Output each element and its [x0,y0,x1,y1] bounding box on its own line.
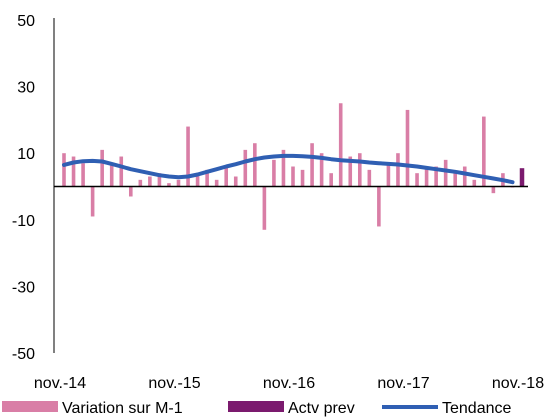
bar [224,166,229,187]
bar [472,179,477,187]
x-tick-label: nov.-15 [148,375,200,392]
bar [233,176,238,187]
bar [253,143,257,187]
bar [281,149,286,187]
bar [405,109,410,187]
bar [357,153,362,187]
legend-swatch [2,401,58,412]
x-tick-label: nov.-14 [34,375,86,392]
bar [310,143,314,187]
legend-item: Actv prev [228,400,355,417]
bar [138,179,143,187]
axes-layer [53,18,528,353]
legend-label: Tendance [442,400,511,417]
trend-line [62,153,515,185]
y-tick-label: -10 [12,213,35,230]
bar [300,169,305,187]
bar [415,173,419,187]
bar [319,153,324,187]
bar [462,166,467,187]
bar [62,153,66,187]
bar [119,156,124,187]
bar [128,186,133,197]
bar [167,183,171,187]
bar [367,169,372,187]
bar [348,156,353,187]
bar [186,126,190,187]
legend: Variation sur M-1 Actv prev Tendance [2,400,511,417]
bar [157,173,162,187]
bar [482,116,486,187]
bar [424,166,429,187]
y-tick-label: -50 [12,346,35,363]
x-tick-label: nov.-17 [377,375,429,392]
bar [329,173,333,187]
y-tick-label: 10 [17,146,35,163]
trend-layer [62,153,515,185]
legend-label: Variation sur M-1 [62,400,183,417]
bar [272,159,276,187]
bar [262,186,267,230]
bar [71,156,76,187]
bar [453,173,458,187]
legend-swatch [228,401,284,412]
bar [205,169,209,187]
y-tick-label: 50 [17,13,35,30]
bar [176,179,181,187]
y-tick-label: 30 [17,80,35,97]
bar [90,186,95,217]
bar [443,159,448,187]
x-tick-labels: nov.-14 nov.-15 nov.-16 nov.-17 nov.-18 [34,375,544,392]
bar [338,103,343,187]
bar [396,153,400,187]
bar [148,176,152,187]
legend-item: Variation sur M-1 [2,400,183,417]
bar [100,149,104,187]
bars-layer [62,103,525,230]
legend-item: Tendance [382,400,511,417]
bar [377,186,381,227]
x-tick-label: nov.-18 [492,375,544,392]
legend-label: Actv prev [288,400,355,417]
bar [386,163,391,187]
x-tick-label: nov.-16 [263,375,315,392]
bar [491,186,496,194]
bar [81,163,85,187]
bar [519,168,525,187]
bar [434,166,438,187]
bar [214,179,219,187]
bar [109,163,114,187]
y-tick-label: -30 [12,279,35,296]
bar [195,173,200,187]
y-tick-labels: 50 30 10 -10 -30 -50 [12,13,35,363]
bar [243,149,248,187]
bar [291,166,295,187]
